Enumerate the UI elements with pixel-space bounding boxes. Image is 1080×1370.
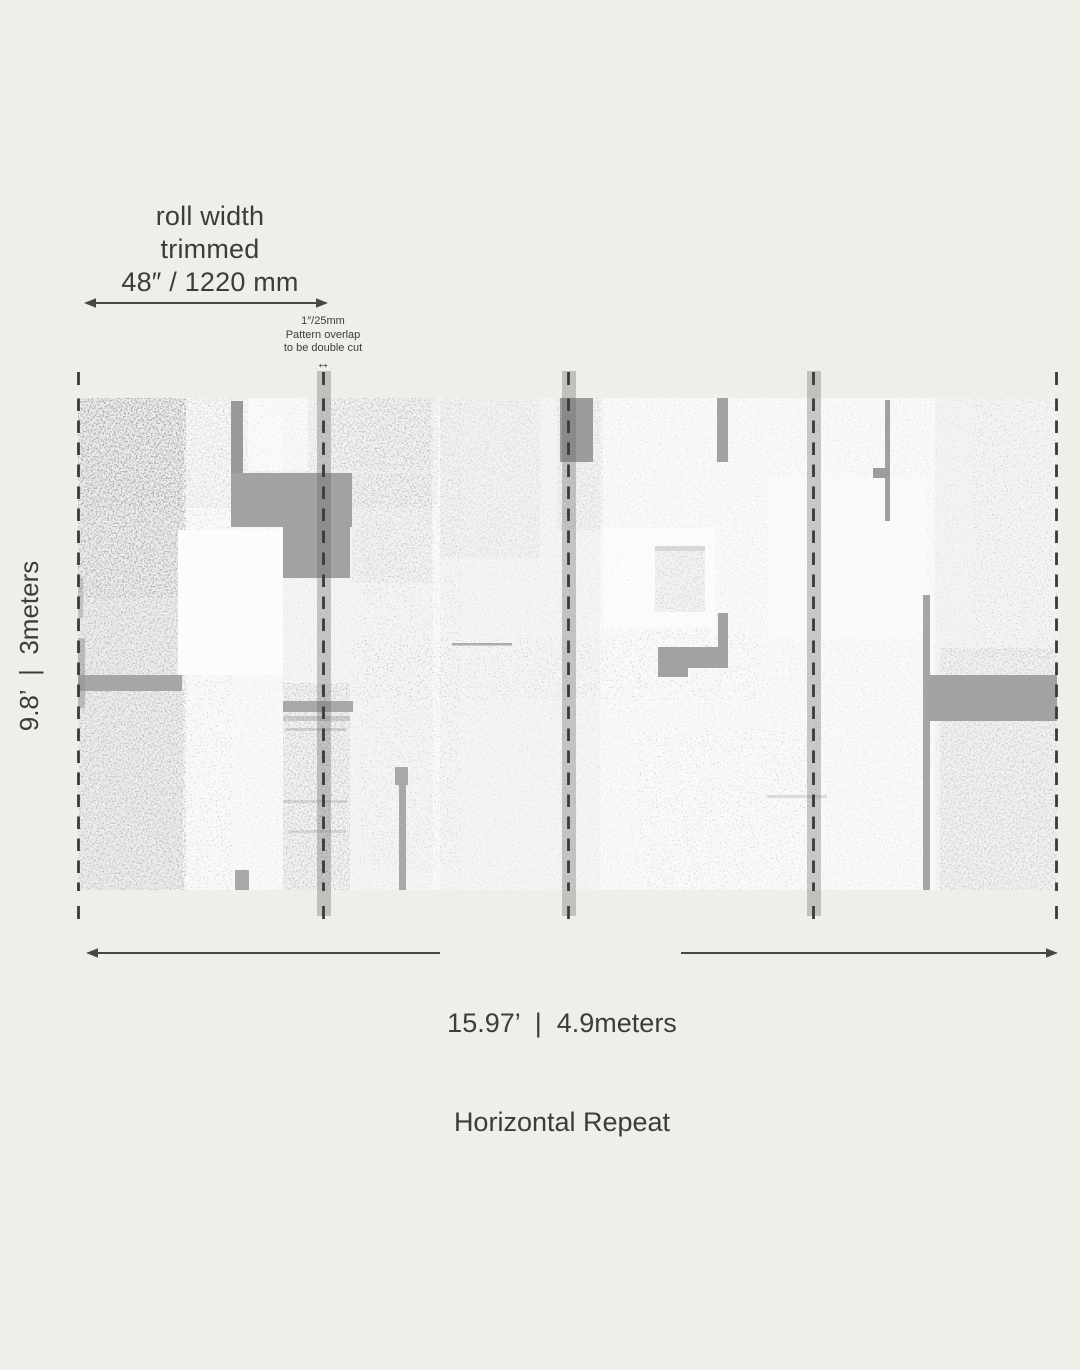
pattern-gray-blocks <box>78 398 1057 890</box>
roll-width-label: roll width trimmed 48″ / 1220 mm <box>60 200 360 299</box>
overlap-note-line2: Pattern overlap <box>285 328 361 341</box>
roll-seam-band <box>561 371 576 916</box>
horizontal-repeat-label: 15.97’ | 4.9meters Horizontal Repeat <box>412 941 712 1205</box>
horizontal-repeat-caption: Horizontal Repeat <box>453 1107 671 1137</box>
vertical-dimension-label: 9.8’ | 3meters <box>14 560 44 732</box>
pattern-light-patches <box>178 398 926 675</box>
horizontal-repeat-value: 15.97’ | 4.9meters <box>447 1008 677 1038</box>
roll-width-label-line1: roll width <box>155 201 265 231</box>
roll-width-label-line2: trimmed <box>160 234 260 264</box>
roll-seam-band <box>806 371 821 916</box>
roll-width-dimension-line <box>84 298 328 308</box>
pattern-overlap-note: 1″/25mm Pattern overlap to be double cut… <box>248 315 398 371</box>
overlap-note-line1: 1″/25mm <box>301 315 345 327</box>
overlap-extent-arrow-icon: ↔ <box>316 354 330 371</box>
overlap-note-line3: to be double cut <box>283 342 363 354</box>
roll-width-label-line3: 48″ / 1220 mm <box>121 267 299 297</box>
roll-seam-band <box>316 371 331 916</box>
